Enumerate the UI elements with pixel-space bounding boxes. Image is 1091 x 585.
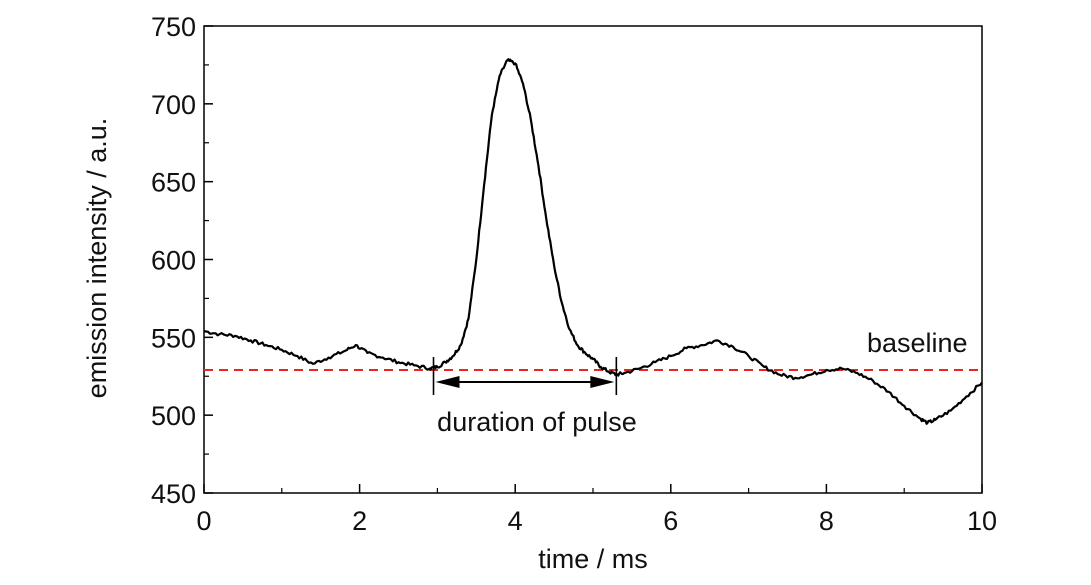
x-tick-label: 6	[663, 506, 678, 536]
y-tick-label: 600	[151, 246, 196, 276]
y-tick-label: 500	[151, 401, 196, 431]
x-tick-label: 2	[352, 506, 367, 536]
y-tick-label: 750	[151, 12, 196, 42]
pulse-arrowhead-left	[435, 376, 460, 388]
pulse-arrowhead-right	[590, 376, 615, 388]
signal-line-0	[203, 58, 983, 425]
x-tick-label: 4	[508, 506, 523, 536]
y-tick-label: 650	[151, 168, 196, 198]
baseline-label: baseline	[867, 328, 968, 358]
y-axis-title: emission intensity / a.u.	[82, 118, 112, 399]
x-tick-label: 0	[196, 506, 211, 536]
x-axis-title: time / ms	[538, 544, 648, 574]
x-tick-label: 8	[819, 506, 834, 536]
x-tick-label: 10	[967, 506, 997, 536]
y-tick-label: 550	[151, 323, 196, 353]
pulse-duration-label: duration of pulse	[437, 407, 637, 437]
y-tick-label: 700	[151, 90, 196, 120]
y-tick-label: 450	[151, 479, 196, 509]
